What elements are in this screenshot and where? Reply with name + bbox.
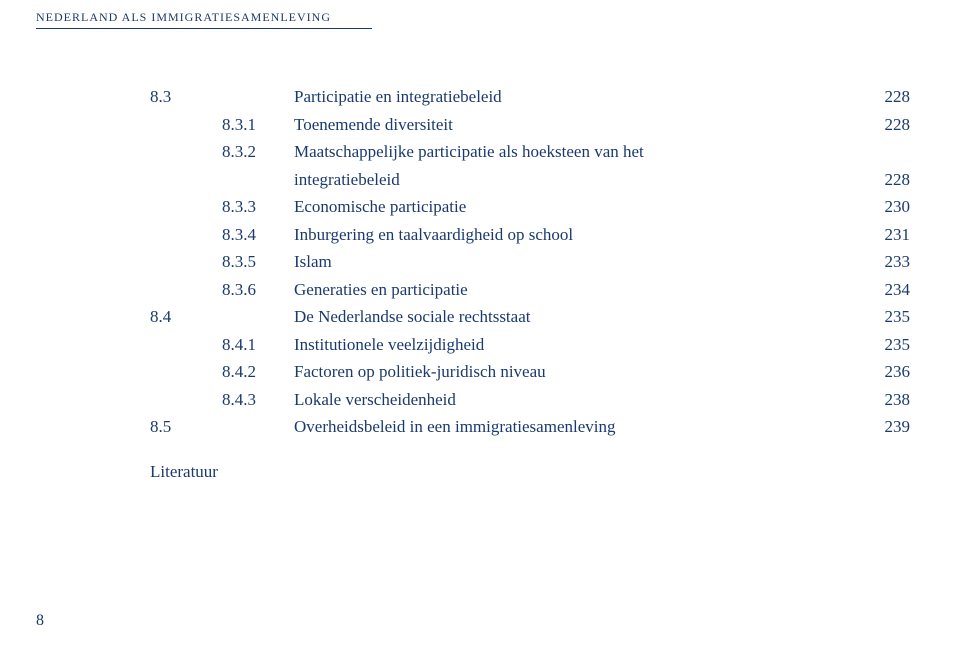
toc-section-number: 8.5	[150, 414, 222, 440]
toc-row: 8.3.4Inburgering en taalvaardigheid op s…	[150, 222, 910, 248]
toc-section-number: 8.3	[150, 84, 222, 110]
toc-title: Institutionele veelzijdigheid	[294, 332, 860, 358]
literature-heading: Literatuur	[150, 462, 910, 482]
toc-title: Economische participatie	[294, 194, 860, 220]
toc-title: Maatschappelijke participatie als hoekst…	[294, 139, 860, 165]
toc-page: 230	[860, 194, 910, 220]
toc-row: 8.4.3Lokale verscheidenheid238	[150, 387, 910, 413]
page-number: 8	[36, 612, 44, 630]
toc-page: 228	[860, 167, 910, 193]
toc-row: integratiebeleid228	[150, 167, 910, 193]
toc-title: Participatie en integratiebeleid	[294, 84, 860, 110]
toc-row: 8.4 De Nederlandse sociale rechtsstaat235	[150, 304, 910, 330]
toc-row: 8.3.1Toenemende diversiteit228	[150, 112, 910, 138]
toc-page: 233	[860, 249, 910, 275]
toc-title: De Nederlandse sociale rechtsstaat	[294, 304, 860, 330]
toc-row: 8.3.5Islam233	[150, 249, 910, 275]
toc-title: integratiebeleid	[294, 167, 860, 193]
toc-title: Inburgering en taalvaardigheid op school	[294, 222, 860, 248]
toc-row: 8.3.2Maatschappelijke participatie als h…	[150, 139, 910, 165]
toc-title: Lokale verscheidenheid	[294, 387, 860, 413]
toc-page: 235	[860, 332, 910, 358]
toc-row: 8.3.3Economische participatie230	[150, 194, 910, 220]
toc-row: 8.5 Overheidsbeleid in een immigratiesame…	[150, 414, 910, 440]
header-rule	[36, 28, 372, 29]
running-header: NEDERLAND ALS IMMIGRATIESAMENLEVING	[36, 10, 331, 25]
toc-page: 238	[860, 387, 910, 413]
toc-subsection-number: 8.4.3	[222, 387, 294, 413]
toc-page: 228	[860, 112, 910, 138]
toc-subsection-number: 8.4.2	[222, 359, 294, 385]
toc-title: Factoren op politiek-juridisch niveau	[294, 359, 860, 385]
toc-page: 234	[860, 277, 910, 303]
toc-row: 8.3.6Generaties en participatie234	[150, 277, 910, 303]
toc-subsection-number: 8.3.3	[222, 194, 294, 220]
toc-subsection-number: 8.3.6	[222, 277, 294, 303]
toc-subsection-number: 8.4.1	[222, 332, 294, 358]
toc-row: 8.3 Participatie en integratiebeleid228	[150, 84, 910, 110]
toc-page: 239	[860, 414, 910, 440]
toc-row: 8.4.1Institutionele veelzijdigheid235	[150, 332, 910, 358]
toc-page: 231	[860, 222, 910, 248]
toc-page: 235	[860, 304, 910, 330]
toc-page: 228	[860, 84, 910, 110]
toc-section-number: 8.4	[150, 304, 222, 330]
toc-title: Islam	[294, 249, 860, 275]
toc-subsection-number: 8.3.4	[222, 222, 294, 248]
toc-row: 8.4.2Factoren op politiek-juridisch nive…	[150, 359, 910, 385]
toc-title: Overheidsbeleid in een immigratiesamenle…	[294, 414, 860, 440]
table-of-contents: 8.3Participatie en integratiebeleid2288.…	[150, 84, 910, 482]
toc-subsection-number: 8.3.5	[222, 249, 294, 275]
toc-subsection-number: 8.3.2	[222, 139, 294, 165]
toc-title: Generaties en participatie	[294, 277, 860, 303]
toc-subsection-number: 8.3.1	[222, 112, 294, 138]
toc-page: 236	[860, 359, 910, 385]
toc-title: Toenemende diversiteit	[294, 112, 860, 138]
